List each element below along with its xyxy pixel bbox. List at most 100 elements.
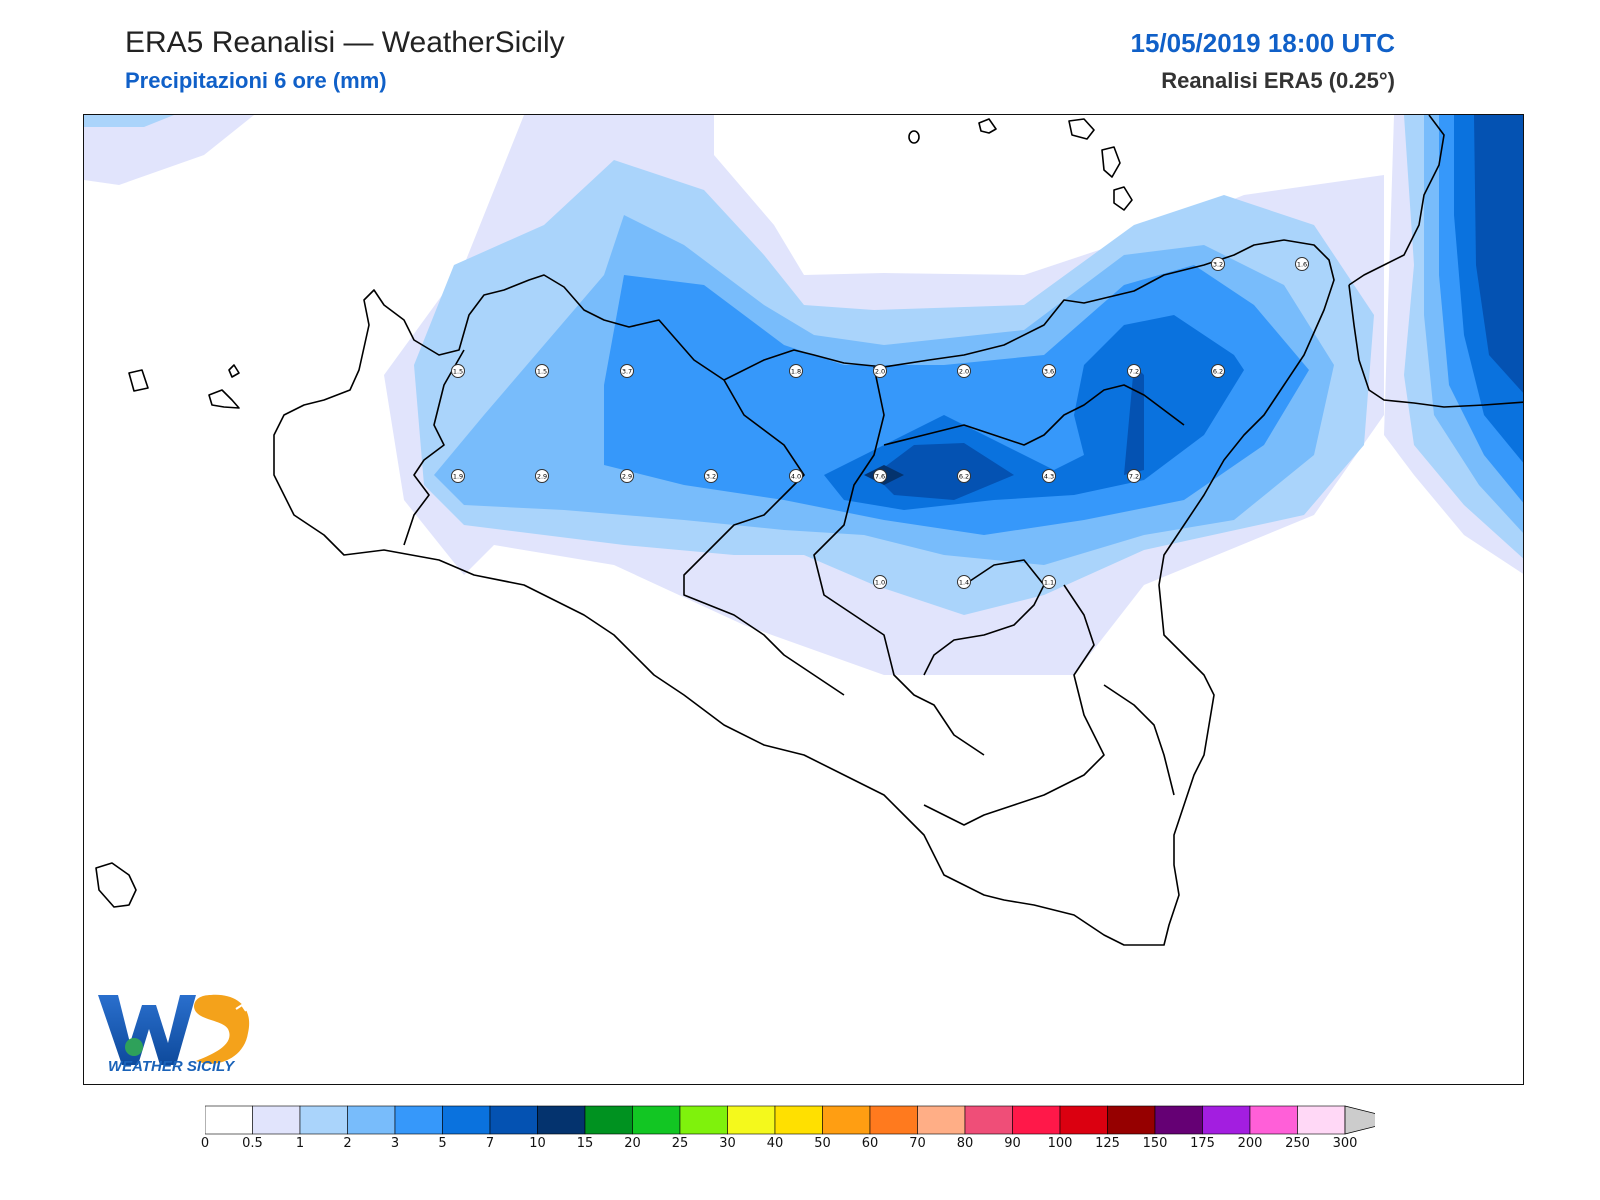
- station-value: 2.0: [875, 368, 885, 376]
- precip-band-1: [84, 115, 174, 127]
- colorbar-swatch: [1249, 1105, 1298, 1135]
- island: [228, 364, 240, 378]
- station-value: 1.8: [791, 368, 801, 376]
- colorbar-extend-arrow: [1344, 1105, 1375, 1135]
- station-value: 2.9: [537, 473, 547, 481]
- province-border: [1103, 684, 1175, 796]
- station-marker: [957, 575, 971, 589]
- station-marker: [1042, 469, 1056, 483]
- colorbar-swatch: [252, 1105, 301, 1135]
- map-canvas: 1.5 1.5 3.7 1.8 2.0 2.0 3.6 7.2 6.2 3.2 1.6 1.9 2.9 2…: [84, 115, 1523, 946]
- island: [978, 118, 997, 134]
- island: [128, 369, 149, 392]
- station-marker: [535, 469, 549, 483]
- station-marker: [1295, 257, 1309, 271]
- station-value: 2.0: [959, 368, 969, 376]
- station-value: 3.2: [706, 473, 716, 481]
- colorbar-tick-label: 80: [956, 1136, 974, 1151]
- station-marker: [451, 364, 465, 378]
- colorbar-tick-label: 300: [1332, 1136, 1358, 1151]
- colorbar-tick-label: 250: [1285, 1136, 1310, 1151]
- island: [908, 130, 920, 144]
- colorbar-swatch: [632, 1105, 681, 1135]
- station-marker: [1127, 469, 1141, 483]
- colorbar-swatch: [584, 1105, 633, 1135]
- colorbar-swatch: [964, 1105, 1013, 1135]
- map-subtitle: Precipitazioni 6 ore (mm): [125, 68, 387, 93]
- colorbar-tick-label: 150: [1142, 1136, 1168, 1151]
- province-border: [923, 584, 1105, 826]
- calabria-coast: [1348, 115, 1445, 286]
- colorbar-tick-label: 200: [1237, 1136, 1263, 1151]
- sicily-coast: [273, 239, 1335, 946]
- station-value: 1.5: [453, 368, 463, 376]
- colorbar-tick-label: 70: [909, 1136, 926, 1151]
- colorbar-swatch: [1012, 1105, 1061, 1135]
- colorbar-tick-label: 0.5: [242, 1136, 263, 1151]
- colorbar-swatch: [1154, 1105, 1203, 1135]
- logo-text: WEATHER SICILY: [108, 1058, 235, 1075]
- station-value: 7.2: [1129, 473, 1139, 481]
- colorbar-swatch: [489, 1105, 538, 1135]
- station-value: 1.4: [959, 579, 969, 587]
- colorbar-swatch: [537, 1105, 586, 1135]
- colorbar-swatch: [1107, 1105, 1156, 1135]
- precip-band-7: [874, 443, 1014, 500]
- map-title: ERA5 Reanalisi — WeatherSicily: [125, 26, 565, 59]
- station-value: 3.7: [622, 368, 632, 376]
- colorbar: [205, 1105, 1375, 1135]
- station-marker: [873, 469, 887, 483]
- station-marker: [1211, 364, 1225, 378]
- precipitation-map: 1.5 1.5 3.7 1.8 2.0 2.0 3.6 7.2 6.2 3.2 1.6 1.9 2.9 2…: [83, 114, 1524, 1085]
- station-value: 2.9: [622, 473, 632, 481]
- precip-shading: [84, 115, 1523, 675]
- station-marker: [704, 469, 718, 483]
- station-value: 1.6: [1297, 261, 1307, 269]
- station-marker: [620, 469, 634, 483]
- precip-band-7-east: [1474, 115, 1523, 393]
- station-marker: [1127, 364, 1141, 378]
- station-marker: [789, 364, 803, 378]
- station-marker: [1042, 364, 1056, 378]
- island: [95, 862, 137, 908]
- island: [208, 389, 240, 409]
- station-value: 6.2: [959, 473, 969, 481]
- colorbar-tick-label: 5: [438, 1136, 447, 1151]
- station-marker: [957, 364, 971, 378]
- colorbar-swatch: [394, 1105, 443, 1135]
- station-value: 1.5: [537, 368, 547, 376]
- colorbar-tick-label: 175: [1190, 1136, 1215, 1151]
- province-border: [883, 384, 1185, 446]
- station-marker: [957, 469, 971, 483]
- station-value: 1.0: [875, 579, 885, 587]
- station-marker: [535, 364, 549, 378]
- station-value: 4.0: [791, 473, 801, 481]
- colorbar-tick-label: 100: [1047, 1136, 1073, 1151]
- colorbar-swatch: [347, 1105, 396, 1135]
- station-value: 4.3: [1044, 473, 1054, 481]
- colorbar-tick-label: 20: [624, 1136, 641, 1151]
- calabria-coast: [1348, 284, 1523, 408]
- province-border: [923, 559, 1045, 676]
- station-value: 3.6: [1044, 368, 1054, 376]
- colorbar-swatch: [1059, 1105, 1108, 1135]
- colorbar-tick-label: 2: [343, 1136, 352, 1151]
- colorbar-swatch: [822, 1105, 871, 1135]
- colorbar-swatch: [917, 1105, 966, 1135]
- colorbar-tick-label: 3: [390, 1136, 400, 1151]
- coastline: [95, 115, 1523, 946]
- colorbar-tick-label: 25: [671, 1136, 689, 1151]
- station-value: 7.6: [875, 473, 885, 481]
- station-value: 3.2: [1213, 261, 1223, 269]
- station-value: 7.2: [1129, 368, 1139, 376]
- valid-datetime: 15/05/2019 18:00 UTC: [1130, 28, 1395, 58]
- data-source: Reanalisi ERA5 (0.25°): [1161, 68, 1395, 93]
- station-marker: [873, 575, 887, 589]
- colorbar-swatch: [1202, 1105, 1251, 1135]
- station-markers: 1.5 1.5 3.7 1.8 2.0 2.0 3.6 7.2 6.2 3.2 1.6 1.9 2.9 2…: [451, 257, 1309, 589]
- station-marker: [620, 364, 634, 378]
- colorbar-tick-label: 1: [295, 1136, 305, 1151]
- colorbar-tick-label: 15: [576, 1136, 594, 1151]
- colorbar-swatch: [1297, 1105, 1346, 1135]
- station-marker: [451, 469, 465, 483]
